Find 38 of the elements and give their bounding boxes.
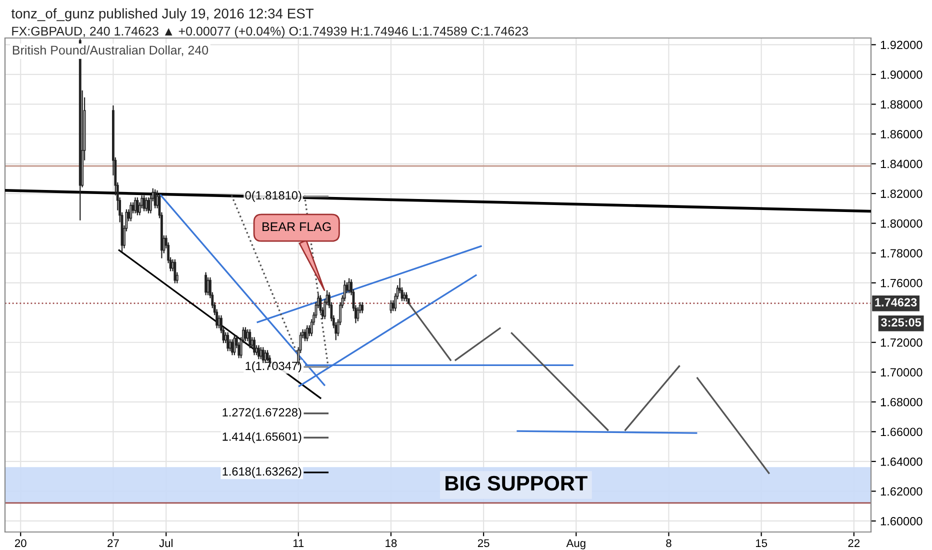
x-tick-label: 15 [756,539,768,548]
y-tick-label: 1.92000 [880,40,922,50]
text: 3:25:05 [881,318,922,327]
x-tick-label: 22 [848,539,860,547]
y-tick-label: 1.72000 [880,338,922,347]
x-tick-label: 8 [666,539,672,548]
y-tick-label: 1.76000 [880,278,922,288]
series-label: 1.414(1.65601) [222,432,302,444]
x-tick-label: Jul [159,538,172,548]
y-tick-label: 1.66000 [880,428,922,436]
y-tick-label: 1.62000 [880,487,922,496]
y-tick-label: 1.82000 [880,190,922,198]
series-label: 1(1.70347) [246,361,302,372]
series-label: 1.272(1.67228) [222,408,302,419]
y-tick-label: 1.78000 [880,249,922,258]
x-tick-label: 11 [293,539,304,547]
y-tick-label: 1.86000 [880,130,922,138]
y-tick-label: 1.70000 [880,368,922,377]
y-tick-label: 1.88000 [880,100,922,109]
y-tick-label: 1.84000 [880,160,922,168]
series-label: 0(1.81810) [245,190,302,202]
y-tick-label: 1.90000 [880,70,922,79]
x-tick-label: 20 [14,539,26,548]
y-tick-label: 1.60000 [880,517,922,526]
band-label: BIG SUPPORT [446,476,588,491]
text: tonz_of_gunz published July 19, 2016 12:34 EST [11,8,314,22]
annotation: FX:GBPAUD, 240 1.74623 ▲ +0.00077 (+0.04%) O:1.74939 H:1.74946 L:1.74589 C:1.74623 [12,26,528,38]
y-tick-label: 1.80000 [880,219,922,228]
ref-line-label: 1.74623 [875,298,917,307]
series-label: 1.618(1.63262) [222,466,302,478]
text: British Pound/Australian Dollar, 240 [12,45,208,56]
y-tick-label: 1.64000 [880,457,922,466]
x-tick-label: Aug [566,539,586,550]
x-tick-label: 18 [386,539,397,548]
x-tick-label: 27 [108,539,119,547]
y-tick-label: 1.68000 [880,398,922,406]
x-tick-label: 25 [478,539,490,548]
annotation: BEAR FLAG [262,222,331,232]
